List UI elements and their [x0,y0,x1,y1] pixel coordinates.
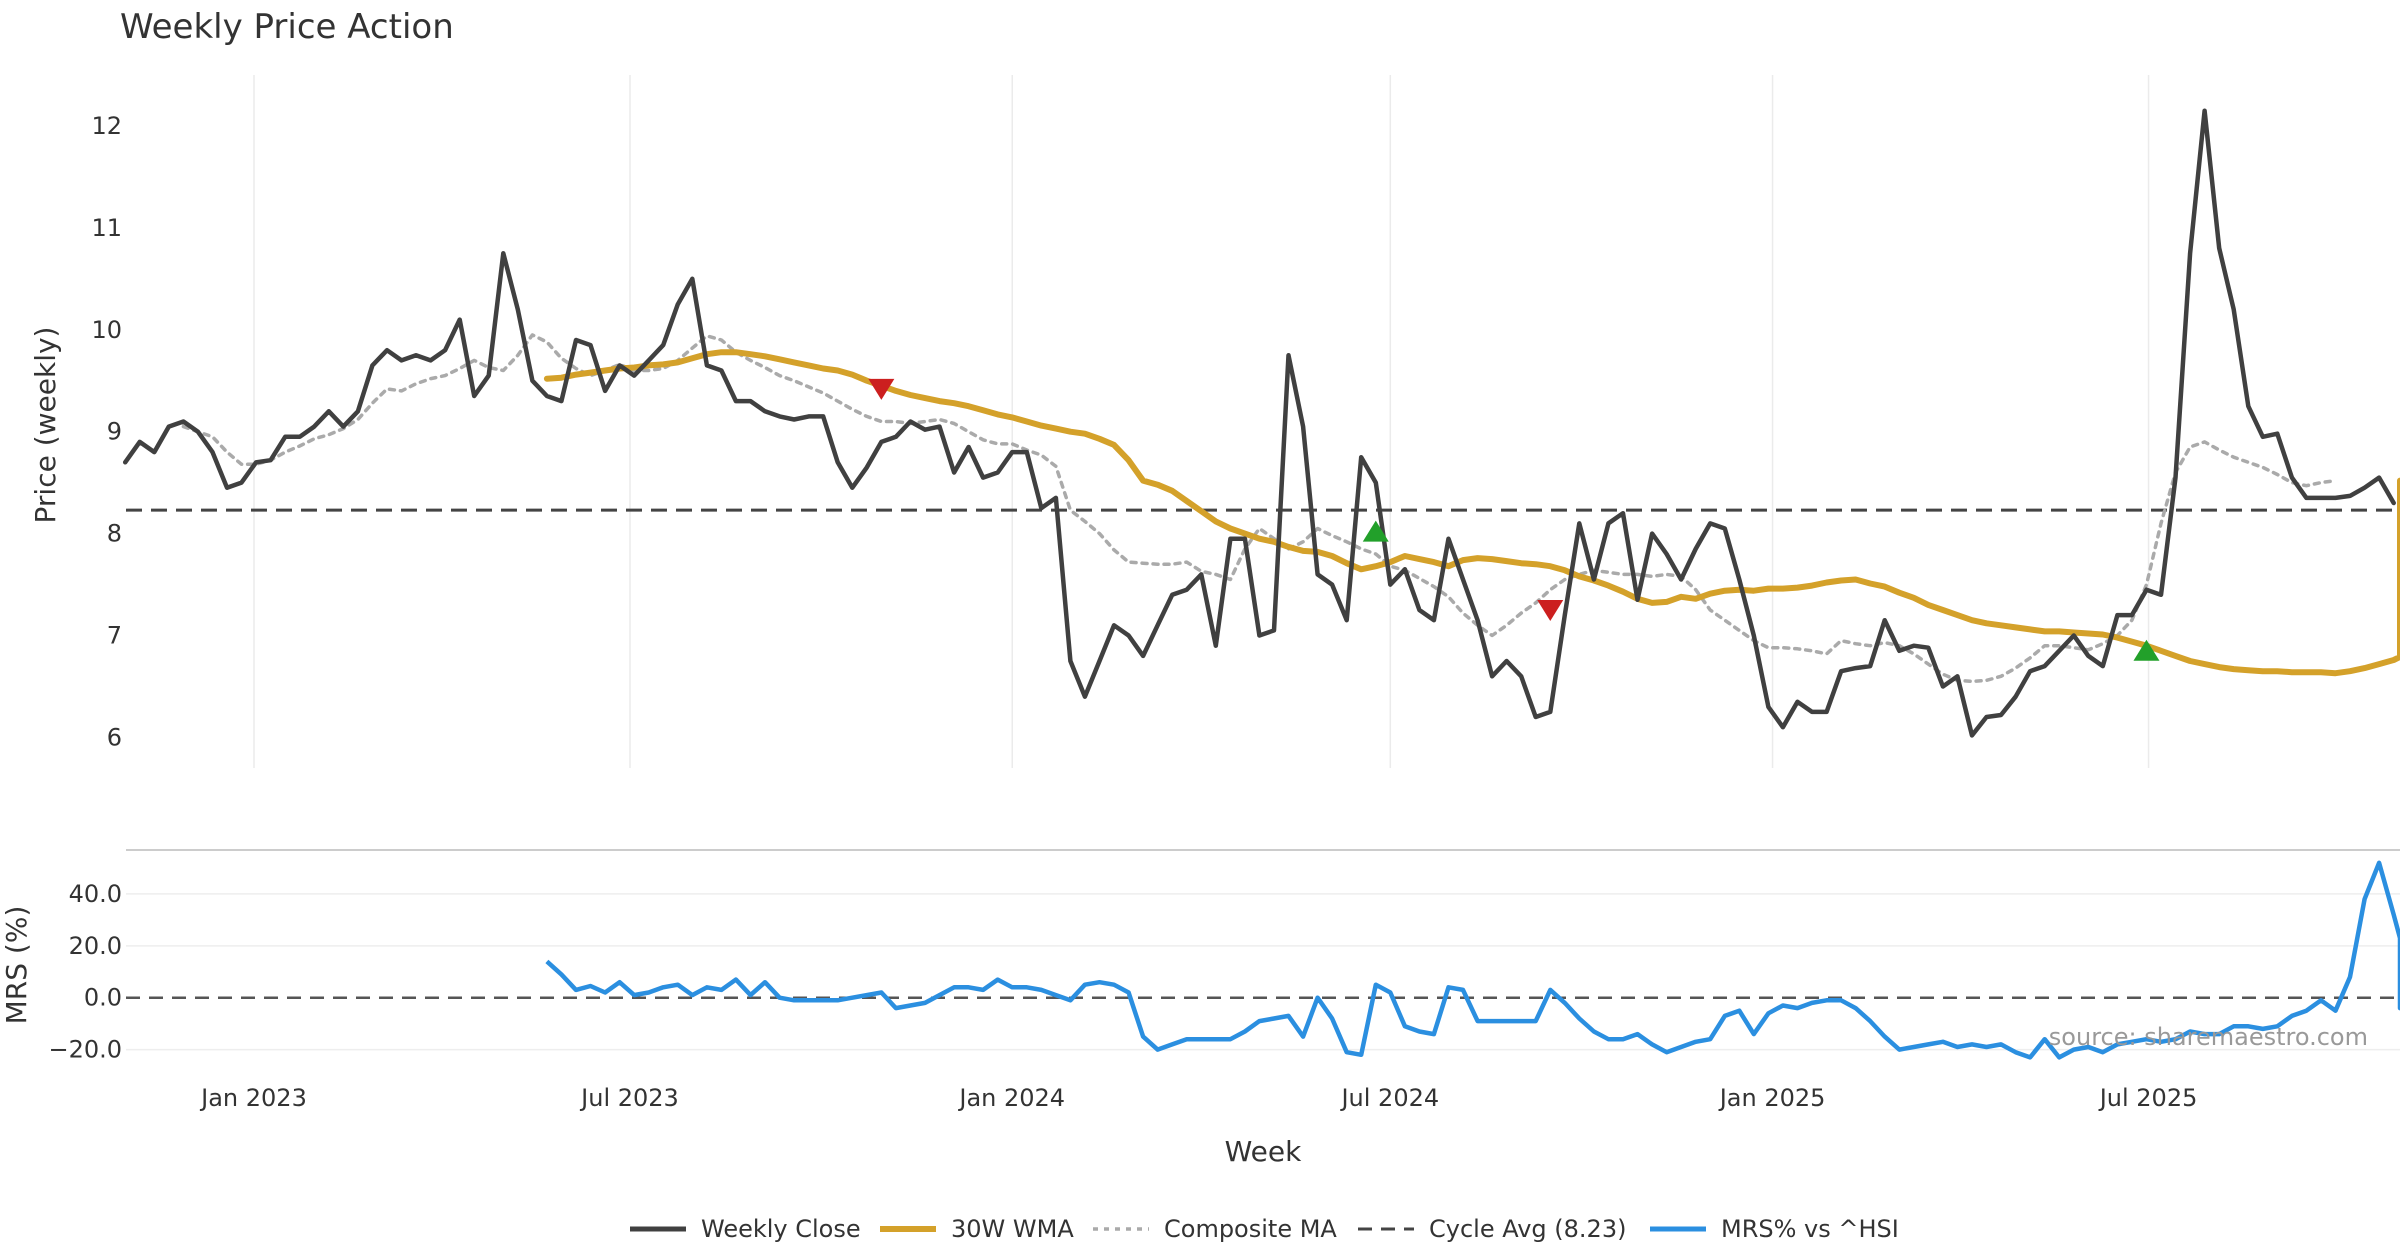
x-tick-label: Jan 2025 [1718,1084,1826,1112]
mrs-line [545,860,2400,1060]
buy-signal-marker [1362,520,1389,542]
x-axis-ticks: Jan 2023 Jul 2023 Jan 2024 Jul 2024 Jan 2025… [199,1084,2197,1112]
weekly-close-line [122,108,2396,738]
sell-signal-marker [868,378,895,400]
mrs-y-ticks: 40.0 20.0 0.0 −20.0 [48,880,122,1064]
x-tick-label: Jul 2025 [2098,1084,2198,1112]
x-tick-label: Jan 2023 [199,1084,307,1112]
price-grid [253,75,2150,768]
price-y-tick-label: 9 [107,418,122,446]
price-y-tick-label: 10 [91,316,122,344]
mrs-y-tick-label: 40.0 [69,880,122,908]
legend-label-cycle: Cycle Avg (8.23) [1429,1215,1626,1243]
sell-signal-marker [1537,600,1564,622]
mrs-y-axis-label: MRS (%) [0,906,33,1025]
x-tick-label: Jan 2024 [957,1084,1065,1112]
wma-30w-line [543,349,2400,677]
legend-label-wma: 30W WMA [951,1215,1074,1243]
price-y-tick-label: 6 [107,723,122,751]
mrs-y-tick-label: 0.0 [84,984,122,1012]
legend: Weekly Close 30W WMA Composite MA Cycle Avg… [630,1215,1899,1243]
mrs-y-tick-label: −20.0 [48,1036,122,1064]
price-y-ticks: 12 11 10 9 8 7 6 [91,112,122,751]
x-axis-label: Week [1225,1135,1302,1168]
price-y-tick-label: 11 [91,214,122,242]
x-tick-label: Jul 2023 [579,1084,679,1112]
legend-label-mrs: MRS% vs ^HSI [1721,1215,1899,1243]
price-y-tick-label: 8 [107,520,122,548]
legend-label-close: Weekly Close [701,1215,861,1243]
x-tick-label: Jul 2024 [1339,1084,1439,1112]
mrs-series [545,860,2400,1060]
price-series [122,108,2400,738]
source-watermark: source: sharemaestro.com [2049,1023,2368,1051]
buy-signal-marker [2133,639,2160,661]
composite-ma-line [181,333,2338,684]
mrs-grid [126,893,2400,1051]
legend-label-composite: Composite MA [1164,1215,1337,1243]
price-panel: 12 11 10 9 8 7 6 Price (weekly) [29,75,2400,768]
price-y-axis-label: Price (weekly) [29,327,62,524]
mrs-y-tick-label: 20.0 [69,932,122,960]
signal-markers [868,378,2160,661]
price-y-tick-label: 12 [91,112,122,140]
chart-title: Weekly Price Action [120,7,454,47]
mrs-panel: 40.0 20.0 0.0 −20.0 MRS (%) source: sharema… [0,860,2400,1064]
price-y-tick-label: 7 [107,622,122,650]
